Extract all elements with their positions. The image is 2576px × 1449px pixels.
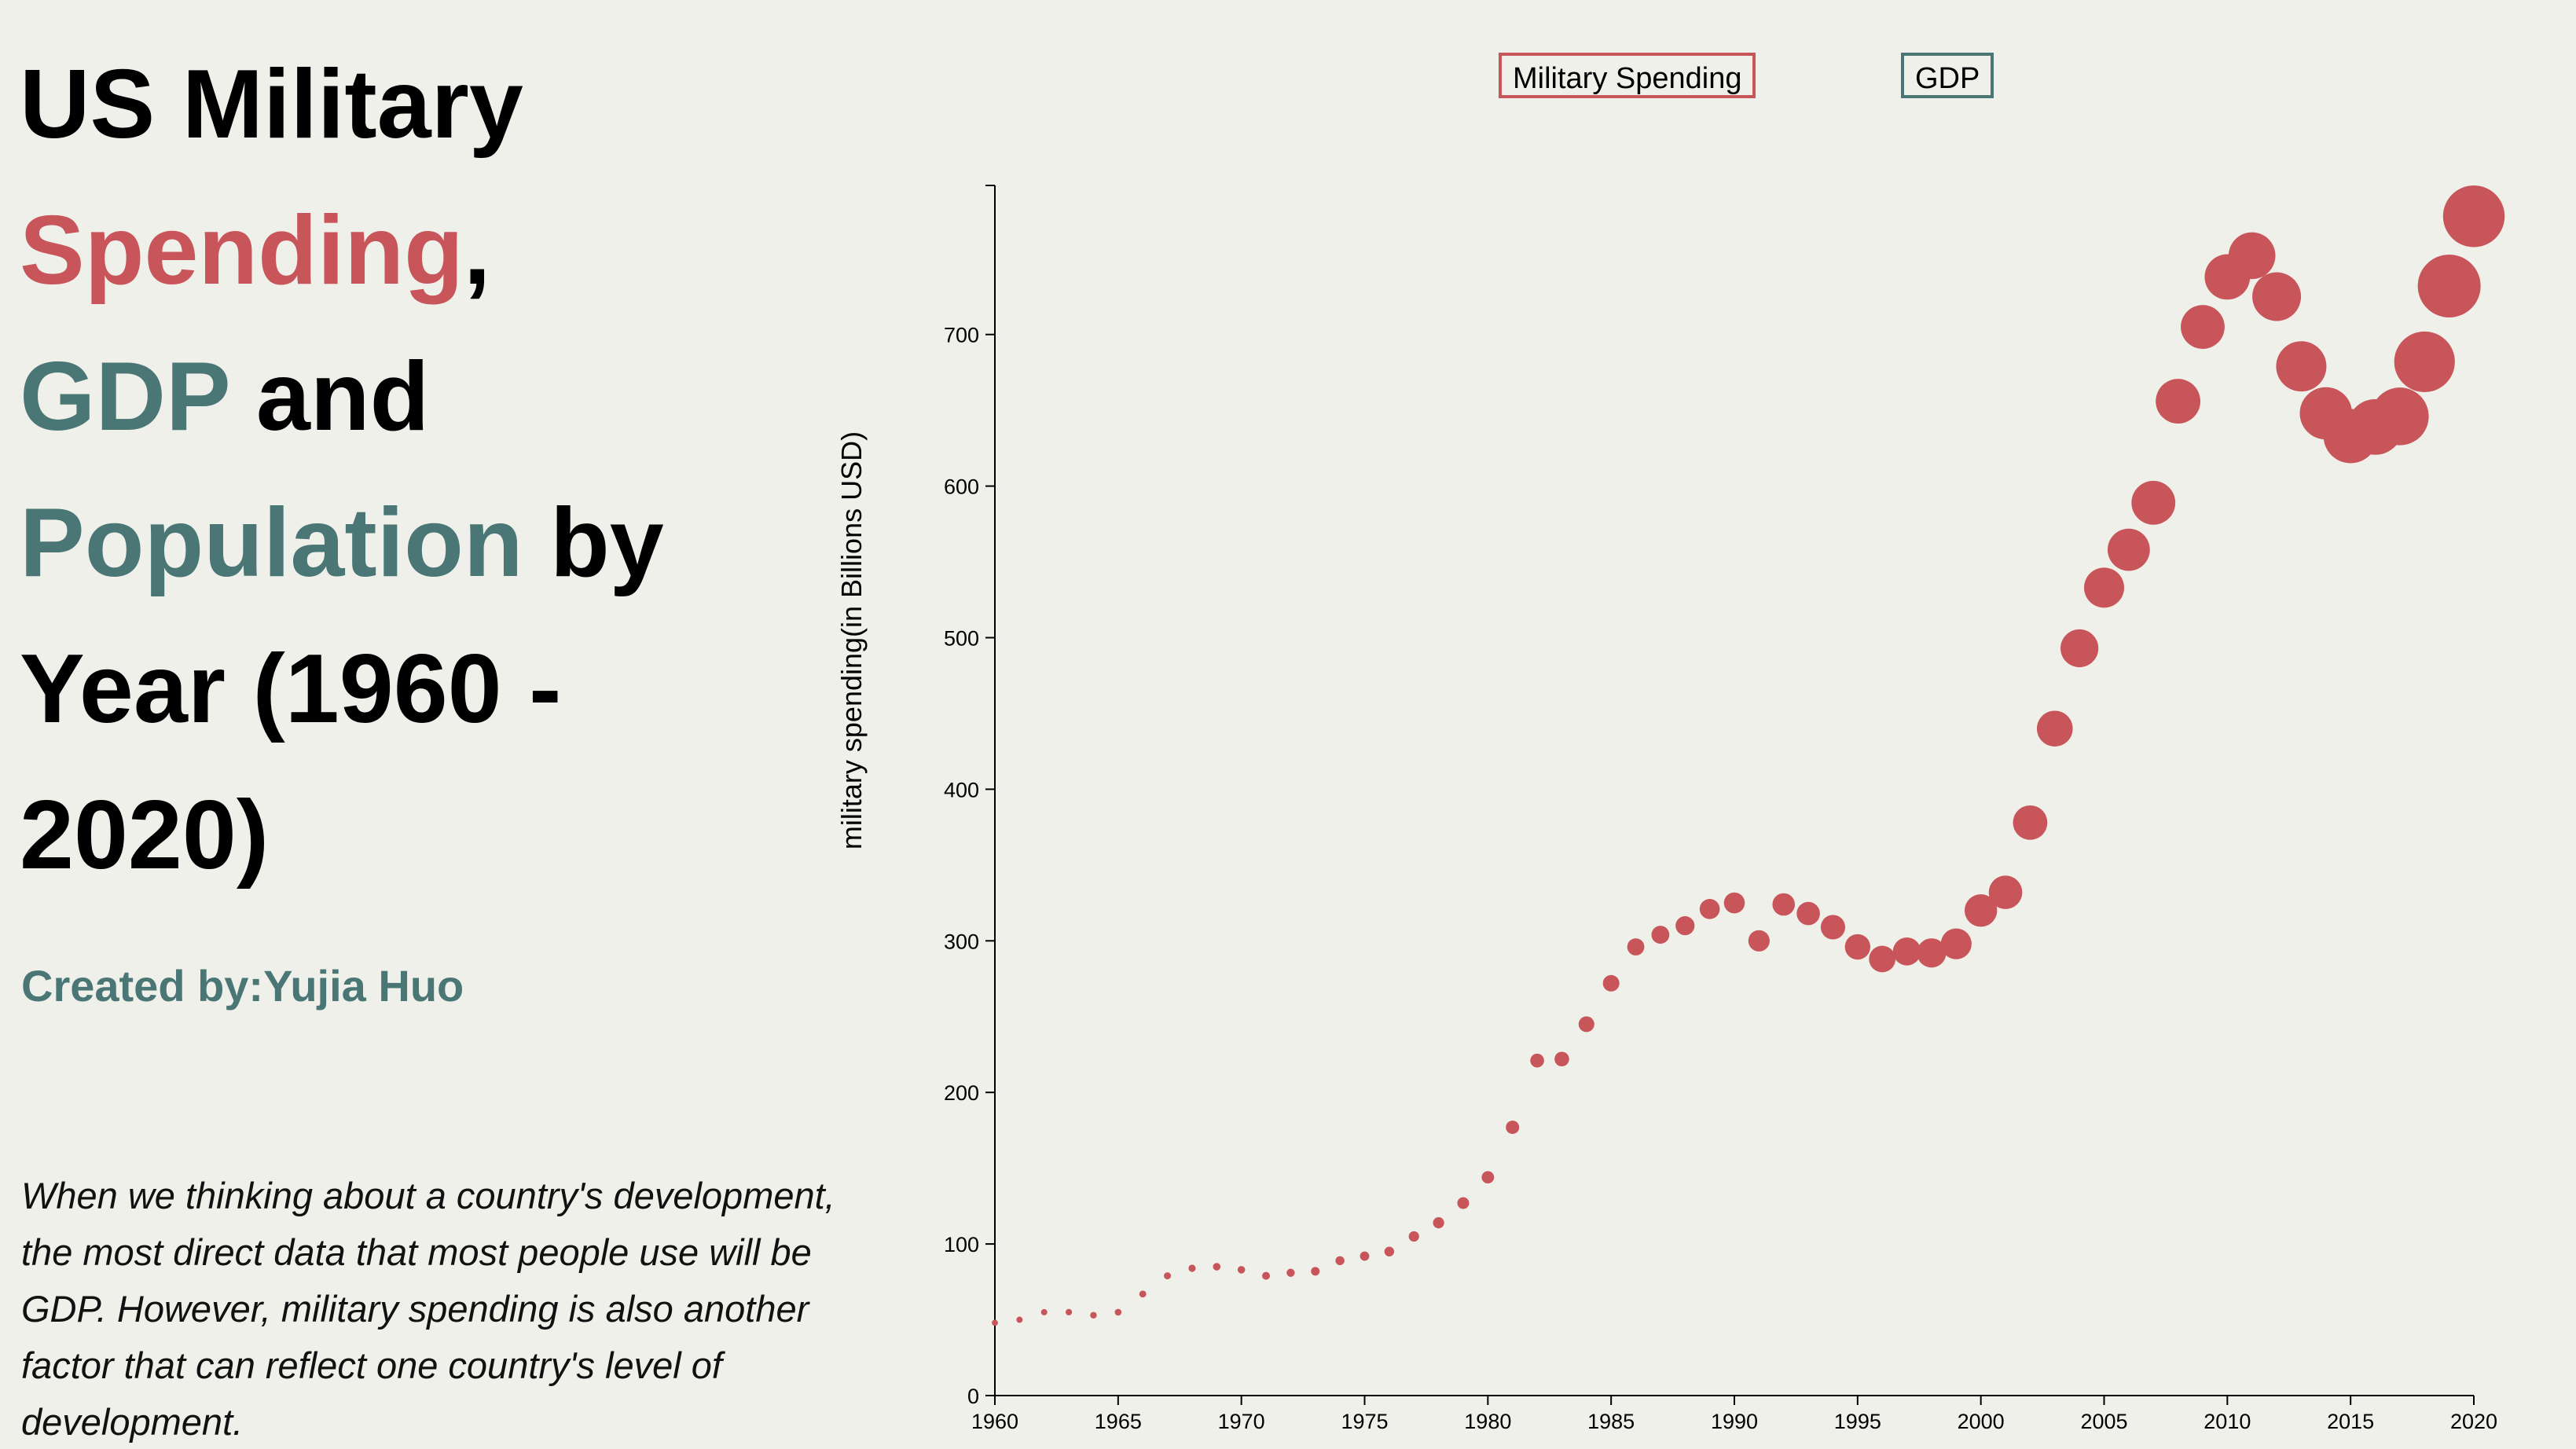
x-tick-label: 1970 [1218,1410,1265,1433]
data-point-1978[interactable] [1433,1216,1444,1229]
x-tick-label: 2005 [2080,1410,2127,1433]
data-point-2003[interactable] [2036,710,2073,747]
page-title: US Military Spending, GDP and Population… [20,31,821,908]
data-point-1977[interactable] [1408,1231,1419,1242]
data-point-2006[interactable] [2107,528,2150,571]
legend-gdp-button[interactable]: GDP [1901,53,1994,98]
data-point-1996[interactable] [1869,945,1896,973]
y-tick-label: 600 [944,475,979,499]
title-spending: Spending [20,196,464,305]
data-point-1983[interactable] [1554,1051,1569,1067]
y-tick-label: 400 [944,778,979,802]
data-point-2011[interactable] [2228,232,2276,280]
x-tick-label: 1975 [1341,1410,1388,1433]
description-text: When we thinking about a country's devel… [21,1175,835,1443]
y-axis: 0 100 200 300 400 500 600 700 [944,185,996,1408]
y-tick-label: 300 [944,930,979,953]
data-point-1998[interactable] [1917,938,1947,968]
data-point-2009[interactable] [2181,305,2225,349]
y-axis-label: military spending(in Billions USD) [835,431,868,849]
y-tick-label: 100 [944,1233,979,1256]
x-tick-label: 1995 [1834,1410,1881,1433]
data-point-1986[interactable] [1627,938,1645,956]
data-point-1979[interactable] [1457,1197,1470,1209]
data-point-1963[interactable] [1066,1308,1073,1316]
title-by: by [523,489,664,597]
data-point-1982[interactable] [1530,1053,1544,1068]
data-point-1989[interactable] [1699,898,1720,919]
x-tick-label: 2010 [2204,1410,2251,1433]
x-tick-label: 1990 [1711,1410,1758,1433]
x-tick-label: 2000 [1958,1410,2005,1433]
title-line-1: US Military [20,50,523,159]
x-axis: 1960 1965 1970 1975 1980 1985 1990 1995 2000 2005… [971,1395,2497,1433]
data-point-1981[interactable] [1506,1121,1520,1135]
data-point-1971[interactable] [1262,1271,1271,1280]
data-point-1965[interactable] [1114,1308,1122,1316]
data-point-1997[interactable] [1892,937,1921,966]
data-point-1980[interactable] [1481,1171,1495,1184]
data-point-1973[interactable] [1311,1267,1320,1276]
data-point-2020[interactable] [2442,185,2505,248]
title-population: Population [20,489,523,597]
data-point-1999[interactable] [1940,928,1972,959]
legend-military-spending-button[interactable]: Military Spending [1499,53,1756,98]
y-tick-label: 0 [967,1385,979,1408]
x-tick-label: 1960 [971,1410,1018,1433]
author-credit: Created by:Yujia Huo [21,961,464,1011]
data-point-2000[interactable] [1964,894,1998,927]
data-point-1969[interactable] [1213,1263,1221,1271]
data-point-1962[interactable] [1040,1308,1048,1315]
data-point-2008[interactable] [2156,379,2201,424]
data-point-1995[interactable] [1844,934,1871,960]
data-point-1992[interactable] [1772,893,1796,916]
data-point-1984[interactable] [1578,1016,1594,1033]
x-tick-label: 2015 [2327,1410,2374,1433]
y-tick-label: 200 [944,1081,979,1105]
x-tick-label: 1985 [1587,1410,1635,1433]
y-tick-label: 700 [944,324,979,347]
data-point-1985[interactable] [1602,974,1620,992]
data-point-1970[interactable] [1237,1266,1246,1274]
data-point-2002[interactable] [2013,805,2048,840]
data-point-1993[interactable] [1796,901,1820,926]
data-point-1991[interactable] [1748,930,1770,952]
data-point-1968[interactable] [1188,1264,1196,1272]
data-point-1975[interactable] [1360,1251,1370,1261]
y-tick-label: 500 [944,627,979,651]
data-point-1990[interactable] [1723,892,1745,914]
title-comma: , [463,196,491,305]
data-point-1966[interactable] [1139,1290,1147,1298]
data-point-2013[interactable] [2276,341,2327,392]
title-year-line: Year (1960 - [20,635,562,743]
data-point-1976[interactable] [1384,1246,1395,1256]
data-point-1987[interactable] [1651,926,1670,944]
data-point-1974[interactable] [1335,1256,1345,1266]
title-and: and [229,343,430,451]
x-tick-label: 1965 [1095,1410,1142,1433]
data-point-1988[interactable] [1675,915,1695,936]
title-gdp: GDP [20,343,229,451]
data-point-2001[interactable] [1988,875,2023,909]
data-point-2012[interactable] [2252,272,2302,321]
x-tick-label: 2020 [2450,1410,2497,1433]
title-year-end: 2020) [20,781,270,890]
data-point-2007[interactable] [2131,480,2176,525]
x-tick-label: 1980 [1464,1410,1511,1433]
data-point-1972[interactable] [1286,1268,1295,1277]
data-point-1964[interactable] [1090,1311,1097,1319]
data-point-2019[interactable] [2417,254,2481,317]
data-point-1994[interactable] [1820,915,1846,940]
data-point-2018[interactable] [2394,331,2455,393]
data-point-1961[interactable] [1016,1316,1023,1323]
data-point-1960[interactable] [992,1319,998,1326]
data-point-2004[interactable] [2060,629,2099,668]
data-point-2005[interactable] [2084,567,2124,608]
data-point-1967[interactable] [1164,1272,1172,1280]
data-points [992,185,2505,1326]
data-point-2017[interactable] [2371,387,2429,446]
